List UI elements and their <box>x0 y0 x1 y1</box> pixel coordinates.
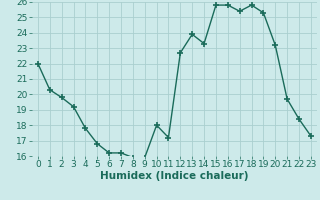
X-axis label: Humidex (Indice chaleur): Humidex (Indice chaleur) <box>100 171 249 181</box>
